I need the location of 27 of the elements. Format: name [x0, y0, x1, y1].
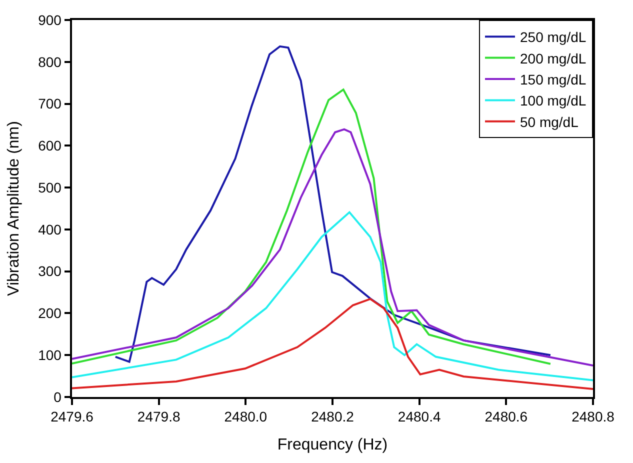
y-tick-label: 900	[38, 12, 62, 28]
x-tick-label: 2479.6	[50, 408, 94, 425]
y-tick-label: 200	[38, 305, 62, 322]
x-tick-label: 2480.8	[572, 408, 615, 425]
x-tick-label: 2480.4	[398, 408, 441, 425]
y-tick-label: 600	[38, 138, 62, 154]
legend-label: 250 mg/dL	[520, 29, 586, 46]
y-tick-label: 300	[38, 263, 62, 280]
x-tick-label: 2480.2	[311, 408, 354, 425]
y-tick-label: 800	[38, 54, 62, 70]
y-tick-label: 700	[38, 96, 62, 112]
line-series	[72, 298, 593, 390]
legend-label: 200 mg/dL	[520, 50, 586, 66]
line-series	[72, 128, 593, 367]
y-tick-label: 500	[38, 179, 62, 196]
y-tick-label: 400	[38, 221, 62, 238]
legend-label: 50 mg/dL	[520, 114, 579, 130]
y-axis-title: Vibration Amplitude (nm)	[5, 121, 22, 296]
x-tick-label: 2480.6	[484, 408, 528, 425]
line-series	[72, 211, 593, 382]
legend-label: 100 mg/dL	[520, 92, 586, 109]
x-tick-label: 2480.0	[224, 408, 268, 425]
x-tick-label: 2479.8	[137, 408, 180, 425]
legend-label: 150 mg/dL	[520, 71, 586, 88]
x-axis-title: Frequency (Hz)	[277, 436, 388, 454]
y-tick-label: 100	[38, 347, 62, 364]
y-tick-label: 0	[54, 388, 62, 405]
